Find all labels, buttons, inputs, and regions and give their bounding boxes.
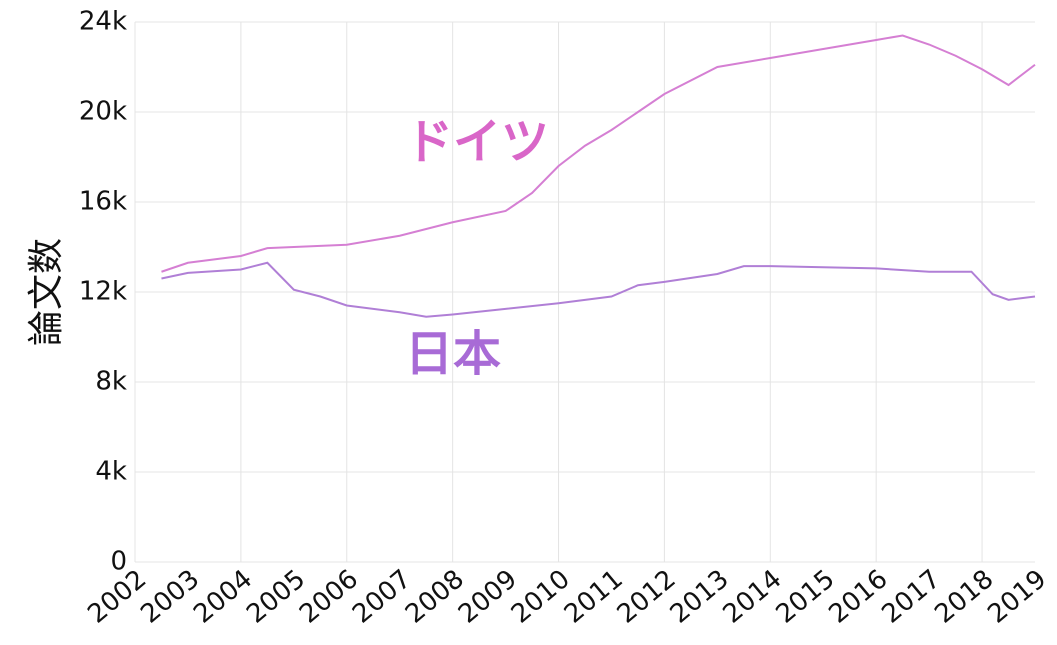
x-tick-label: 2009 — [453, 564, 523, 630]
x-tick-label: 2011 — [559, 564, 629, 630]
x-tick-label: 2014 — [718, 564, 788, 630]
x-tick-label: 2015 — [771, 564, 841, 630]
x-tick-label: 2018 — [929, 564, 999, 630]
x-tick-label: 2017 — [876, 564, 946, 630]
x-tick-label: 2010 — [506, 564, 576, 630]
x-tick-label: 2008 — [400, 564, 470, 630]
x-tick-label: 2006 — [294, 564, 364, 630]
y-tick-label: 4k — [95, 457, 127, 487]
x-tick-label: 2013 — [665, 564, 735, 630]
y-tick-label: 24k — [79, 7, 127, 37]
y-tick-label: 20k — [79, 97, 127, 127]
line — [161, 261, 1036, 318]
y-tick-label: 16k — [79, 187, 127, 217]
y-tick-label: 12k — [79, 277, 127, 307]
series-label: 日本 — [405, 326, 501, 382]
y-tick-label: 0 — [110, 547, 127, 577]
x-tick-label: 2012 — [612, 564, 682, 630]
series-label: ドイツ — [405, 114, 549, 170]
x-tick-label: 2019 — [982, 564, 1052, 630]
x-tick-label: 2004 — [188, 564, 258, 630]
y-axis-label: 論文数 — [26, 238, 67, 346]
x-tick-label: 2005 — [241, 564, 311, 630]
x-tick-label: 2007 — [347, 564, 417, 630]
y-tick-label: 8k — [95, 367, 127, 397]
line — [161, 34, 1036, 273]
x-tick-label: 2016 — [824, 564, 894, 630]
x-tick-label: 2003 — [135, 564, 205, 630]
